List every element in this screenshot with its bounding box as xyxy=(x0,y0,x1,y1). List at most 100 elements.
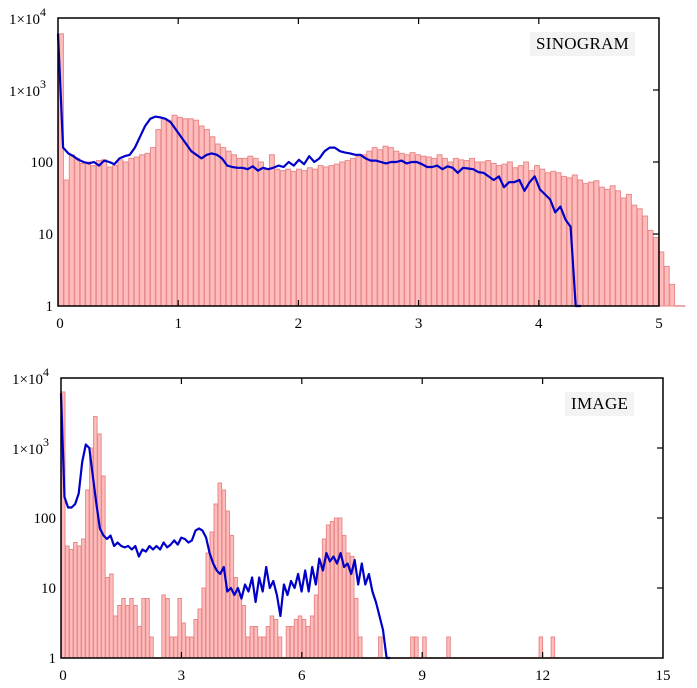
histogram-bar xyxy=(133,156,140,307)
histogram-bar xyxy=(295,168,302,307)
histogram-bar xyxy=(257,636,263,659)
histogram-bar xyxy=(277,636,283,659)
histogram-bar xyxy=(285,168,292,307)
histogram-bar xyxy=(85,489,90,659)
x-tick-label: 15 xyxy=(656,668,671,684)
histogram-bar xyxy=(544,172,551,307)
histogram-bar xyxy=(297,615,303,659)
y-tick-label: 1 xyxy=(49,651,57,667)
histogram-bar xyxy=(447,161,454,307)
y-tick-label: 1×104 xyxy=(12,365,49,388)
histogram-bar xyxy=(371,147,378,307)
x-tick-label: 0 xyxy=(56,316,64,332)
x-tick-label: 2 xyxy=(295,316,303,332)
histogram-bar xyxy=(160,118,167,307)
histogram-bar xyxy=(198,125,205,307)
histogram-bar xyxy=(414,636,419,659)
histogram-bar xyxy=(436,154,443,307)
histogram-bar xyxy=(173,636,178,659)
series-line xyxy=(59,393,391,660)
histogram-bar xyxy=(301,170,308,307)
y-tick-label: 1 xyxy=(46,299,54,315)
histogram-bar xyxy=(588,181,594,307)
histogram-bar xyxy=(642,215,649,307)
histogram-bar xyxy=(237,594,243,659)
histogram-bar xyxy=(268,154,275,307)
histogram-bar xyxy=(177,598,182,659)
histogram-bar xyxy=(245,636,251,659)
histogram-bar xyxy=(636,208,643,307)
histogram-bar xyxy=(141,598,146,659)
histogram-bar xyxy=(414,154,421,307)
histogram-bar xyxy=(577,179,584,307)
histogram-bar xyxy=(201,587,206,659)
histogram-bar xyxy=(117,159,124,307)
image-legend-label: IMAGE xyxy=(565,392,635,416)
histogram-bar xyxy=(360,154,367,307)
histogram-bar xyxy=(387,147,394,307)
x-tick-label: 12 xyxy=(535,668,550,684)
histogram-bar xyxy=(652,237,659,307)
histogram-bar xyxy=(125,605,130,659)
histogram-bar xyxy=(133,605,138,659)
sinogram-chart-panel: 1 10 100 1×103 1×104 0 1 2 3 4 5 SINOGRAM xyxy=(9,5,686,332)
histogram-bar xyxy=(106,166,113,307)
histogram-bar xyxy=(225,150,232,307)
histogram-bar xyxy=(474,161,481,307)
histogram-bar xyxy=(121,598,126,659)
histogram-bar xyxy=(350,157,356,307)
histogram-bar xyxy=(65,545,70,659)
y-tick-label: 10 xyxy=(41,581,56,597)
histogram-bar xyxy=(479,161,486,307)
histogram-bar xyxy=(301,619,307,659)
histogram-bar xyxy=(604,188,611,307)
histogram-bar xyxy=(101,475,106,659)
histogram-bar xyxy=(620,197,627,307)
histogram-bar xyxy=(431,157,438,307)
histogram-bar xyxy=(95,160,102,307)
histogram-bar xyxy=(171,114,178,307)
histogram-bar xyxy=(263,168,270,307)
histogram-bar xyxy=(422,636,427,659)
histogram-bar xyxy=(382,145,389,307)
histogram-bar xyxy=(74,157,81,307)
histogram-bar xyxy=(306,167,313,307)
histogram-bar xyxy=(420,155,427,307)
histogram-bar xyxy=(85,161,91,307)
histogram-bar xyxy=(165,598,170,659)
histogram-bar xyxy=(117,605,122,659)
histogram-bar xyxy=(79,162,86,307)
histogram-bar xyxy=(615,190,622,307)
y-tick-label: 1×104 xyxy=(9,5,46,28)
histogram-bar xyxy=(305,626,311,659)
image-histogram-chart: 1 10 100 1×103 1×104 0 3 6 9 12 15 xyxy=(12,365,671,684)
histogram-bar xyxy=(129,598,134,659)
histogram-bar xyxy=(241,157,248,307)
histogram-bar xyxy=(485,160,492,307)
histogram-bar xyxy=(404,154,411,307)
x-tick-label: 9 xyxy=(418,668,426,684)
histogram-bar xyxy=(109,573,114,659)
histogram-bar xyxy=(323,166,329,307)
histogram-bar xyxy=(669,283,676,307)
histogram-bar xyxy=(625,193,632,307)
histogram-bar xyxy=(193,119,200,307)
histogram-bar xyxy=(161,594,166,659)
histogram-bar xyxy=(68,154,75,307)
histogram-bar xyxy=(252,157,259,307)
histogram-bar xyxy=(258,161,265,307)
histogram-bar xyxy=(155,129,162,307)
series-line xyxy=(56,33,581,308)
histogram-bars xyxy=(58,33,686,307)
histogram-bar xyxy=(329,521,335,659)
histogram-bar xyxy=(105,577,110,659)
histogram-bar xyxy=(144,152,151,307)
histogram-bar xyxy=(274,168,281,307)
histogram-bar xyxy=(241,605,247,659)
histogram-bar xyxy=(139,154,146,307)
histogram-bar xyxy=(442,157,448,307)
histogram-bar xyxy=(458,159,465,307)
histogram-bar xyxy=(309,615,315,659)
histogram-bar xyxy=(63,179,70,307)
